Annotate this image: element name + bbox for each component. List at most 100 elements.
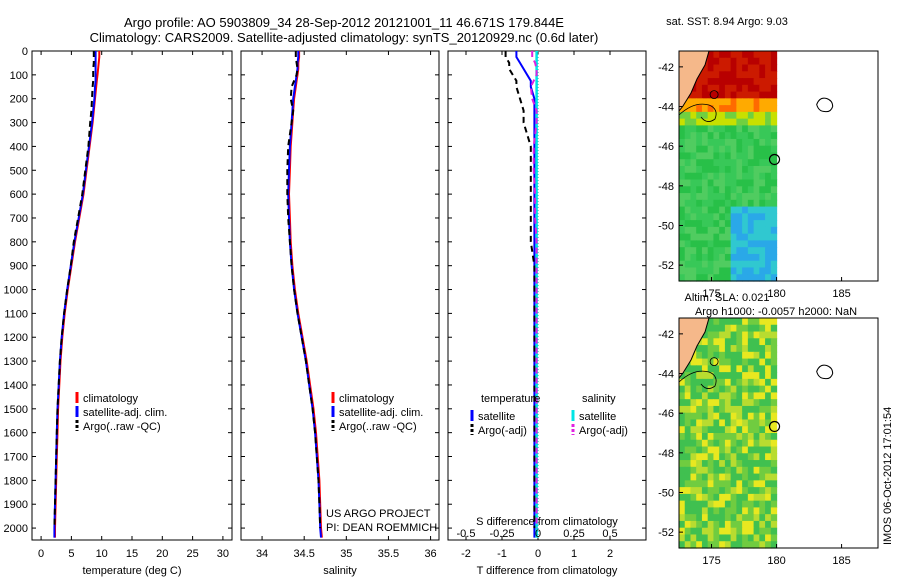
map-sst-cell [765, 172, 772, 181]
map-sst-cell [753, 111, 760, 120]
map-sla-cell [747, 534, 755, 542]
map-sla-cell [770, 378, 778, 387]
map-sst-cell [696, 274, 703, 282]
map-sst-cell [742, 179, 749, 187]
map-sst-cell [747, 64, 755, 72]
map-sst-cell [724, 226, 732, 235]
map-sst-cell [770, 213, 778, 221]
difference-xtick-label: 2 [607, 548, 613, 560]
map-sst-cell [770, 78, 778, 86]
map-sst-cell [770, 240, 778, 248]
map-sst-cell [684, 159, 692, 167]
map-sst-cell [724, 51, 732, 59]
depth-tick-label: 1400 [4, 380, 28, 392]
map-sla-cell [736, 412, 743, 421]
map-sst-cell [713, 260, 720, 269]
depth-tick-label: 1700 [4, 452, 28, 464]
map-sst-cell [701, 64, 709, 72]
map-sst-cell [747, 145, 755, 154]
map-sst-cell [747, 179, 755, 187]
map-sla-cell [719, 358, 726, 366]
map-sla-cell [753, 460, 760, 468]
map-sla-cell [719, 500, 726, 509]
map-sla-cell [730, 399, 737, 407]
map-sst-cell [690, 145, 697, 154]
map-sla-cell [730, 460, 737, 468]
map-sla-cell [707, 392, 715, 400]
map-sla-cell [684, 365, 692, 373]
map-sst-cell [684, 98, 692, 106]
map-sst-cell [724, 118, 732, 127]
map-sst-cell [719, 145, 726, 154]
map-sst-cell [713, 105, 720, 113]
map-sst-xtick-label: 180 [767, 288, 785, 300]
map-sla-cell [701, 358, 709, 366]
map-sla-cell [713, 487, 720, 495]
map-sla-cell [770, 433, 778, 441]
map-sst-cell [736, 253, 743, 262]
map-sst-contour [709, 90, 719, 100]
map-sst-cell [696, 240, 703, 248]
map-sst-cell [696, 159, 703, 167]
map-sla-cell [707, 318, 715, 326]
map-sst-land [678, 50, 710, 113]
salinity-legend-label: Argo(..raw -QC) [339, 421, 417, 433]
map-sla-xtick-label: 180 [767, 555, 785, 567]
map-sla-cell [736, 480, 743, 488]
map-sst-cell [696, 179, 703, 187]
map-sst-cell [765, 152, 772, 160]
map-sla-cell [753, 345, 760, 353]
map-sst-cell [765, 226, 772, 235]
map-sla-cell [747, 541, 755, 549]
map-sla-cell [679, 439, 686, 448]
map-sst-cell [770, 166, 778, 174]
map-sst-cell [730, 220, 737, 228]
map-sst-cell [707, 240, 715, 248]
map-sla-cell [759, 324, 766, 333]
map-sst-cell [753, 220, 760, 228]
map-sst-cell [701, 220, 709, 228]
map-sst-cell [696, 213, 703, 221]
map-sla-cell [765, 514, 772, 522]
map-sla-cell [696, 372, 703, 380]
map-sst-cell [707, 172, 715, 181]
map-sst-cell [742, 172, 749, 181]
map-sla-cell [696, 520, 703, 529]
map-sst-cell [742, 105, 749, 113]
map-sla-cell [765, 419, 772, 427]
map-sst-cell [707, 84, 715, 93]
map-sst-cell [730, 206, 737, 214]
map-sla-cell [690, 507, 697, 515]
difference-s-tick-label: -0.5 [457, 528, 476, 540]
map-sst-cell [730, 138, 737, 147]
map-sst-cell [759, 186, 766, 194]
map-sla-cell [684, 460, 692, 468]
map-sst-cell [690, 159, 697, 167]
map-sst-cell [701, 98, 709, 106]
map-sla-cell [742, 358, 749, 366]
difference-series-t-argo [504, 51, 536, 529]
map-sla-cell [701, 520, 709, 529]
map-sla-cell [770, 318, 778, 326]
map-sst-cell [770, 51, 778, 59]
map-sla-cell [684, 493, 692, 502]
map-sst-cell [679, 118, 686, 127]
map-sla-cell [690, 426, 697, 434]
map-sla-cell [684, 378, 692, 387]
map-sla-cell [719, 439, 726, 448]
map-sla-cell [713, 345, 720, 353]
map-sst-cell [730, 166, 737, 174]
map-sst-cell [679, 166, 686, 174]
map-sla-cell [684, 534, 692, 542]
map-sst-cell [759, 71, 766, 79]
map-sla-cell [724, 365, 732, 373]
map-sst-cell [753, 118, 760, 127]
map-sst-cell [684, 166, 692, 174]
map-sla-cell [696, 378, 703, 387]
map-sla-cell [753, 426, 760, 434]
map-sla-cell [770, 345, 778, 353]
map-sla-cell [724, 487, 732, 495]
map-sst-cell [765, 267, 772, 275]
map-sst-cell [747, 138, 755, 147]
map-sst-cell [696, 125, 703, 133]
